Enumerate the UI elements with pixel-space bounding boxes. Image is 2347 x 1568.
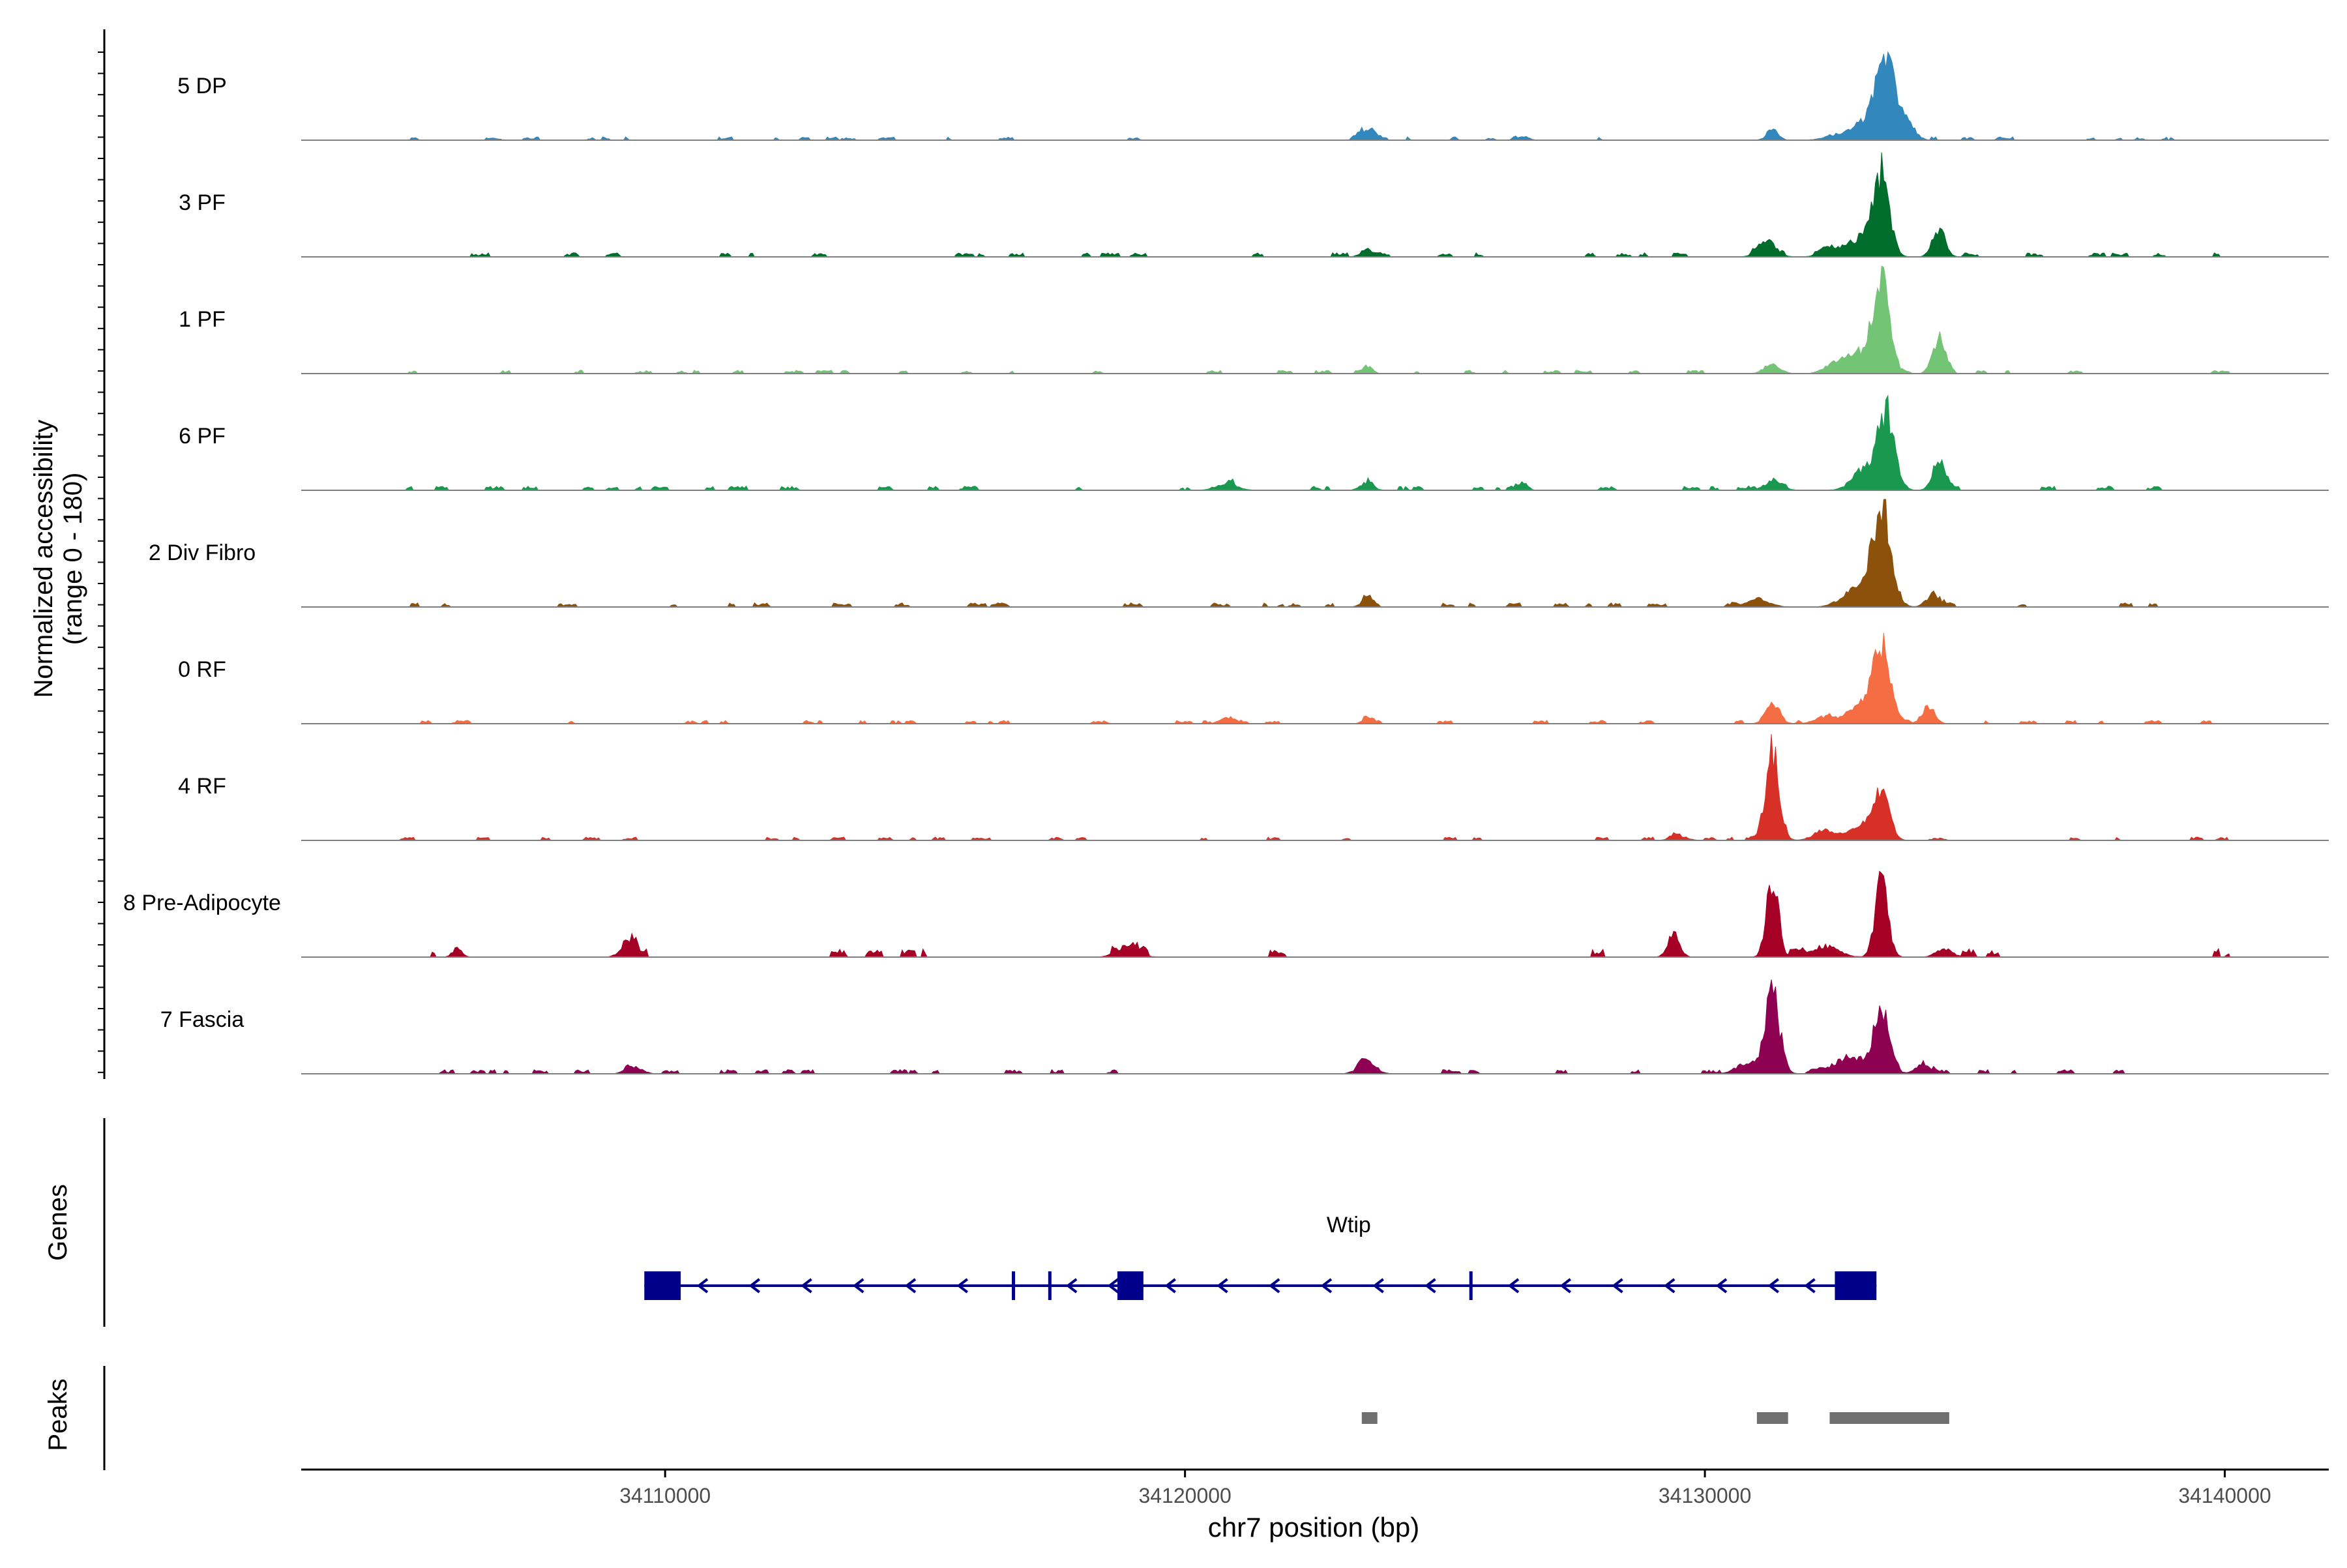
track-label: 0 RF: [178, 657, 226, 682]
track-label: 6 PF: [179, 424, 226, 449]
strand-arrow: [1424, 1278, 1436, 1294]
strand-arrow: [1320, 1278, 1333, 1294]
strand-arrow: [956, 1278, 968, 1294]
coverage-area: [394, 51, 2230, 141]
track-7: 4 RF: [178, 733, 2329, 841]
strand-arrow: [1767, 1278, 1779, 1294]
track-4: 6 PF: [179, 394, 2329, 492]
x-tick-label: 34140000: [2178, 1484, 2271, 1507]
coverage-area: [394, 632, 2230, 724]
strand-arrow: [1559, 1278, 1571, 1294]
coverage-area: [394, 870, 2231, 958]
strand-arrow: [1715, 1278, 1728, 1294]
x-tick-label: 34110000: [619, 1484, 711, 1507]
track-label: 7 Fascia: [160, 1007, 244, 1032]
x-axis-title: chr7 position (bp): [1208, 1512, 1420, 1543]
coverage-area: [394, 979, 2230, 1074]
gene-name: Wtip: [1327, 1213, 1371, 1237]
track-3: 1 PF: [179, 265, 2329, 374]
strand-arrow: [1268, 1278, 1280, 1294]
y-axis-title-line1: Normalized accessibility: [29, 420, 58, 698]
strand-arrow: [1612, 1278, 1623, 1294]
coverage-area: [394, 152, 2230, 258]
track-8: 8 Pre-Adipocyte: [123, 870, 2329, 958]
strand-arrow: [1217, 1278, 1228, 1294]
coverage-area: [394, 733, 2230, 841]
peak-region: [1829, 1412, 1949, 1424]
position-x-axis: 34110000 34120000 34130000 34140000: [301, 1468, 2329, 1507]
track-label: 1 PF: [179, 307, 226, 332]
y-axis-title-line2: (range 0 - 180): [59, 473, 87, 645]
track-1: 5 DP: [177, 51, 2329, 141]
strand-arrow: [904, 1278, 917, 1294]
strand-arrow: [1372, 1278, 1384, 1294]
strand-arrow: [1065, 1278, 1078, 1294]
peak-region: [1756, 1412, 1788, 1424]
strand-arrow: [1164, 1278, 1176, 1294]
genes-track: Wtip: [103, 1118, 1877, 1327]
gene-exon: [644, 1271, 681, 1300]
strand-arrow: [1507, 1278, 1520, 1294]
track-label: 3 PF: [179, 190, 226, 215]
strand-arrow: [696, 1278, 709, 1294]
track-2: 3 PF: [179, 152, 2329, 258]
peaks-track-label: Peaks: [44, 1378, 72, 1451]
strand-arrow: [801, 1278, 812, 1294]
strand-arrow: [852, 1278, 864, 1294]
coverage-area: [394, 394, 2230, 492]
gene-exon: [1117, 1271, 1144, 1300]
peak-region: [1361, 1412, 1378, 1424]
strand-arrow: [1804, 1278, 1816, 1294]
strand-arrow: [1107, 1278, 1119, 1294]
coverage-area: [394, 499, 2230, 608]
track-label: 8 Pre-Adipocyte: [123, 891, 281, 915]
strand-arrow: [748, 1278, 760, 1294]
peaks-track: [103, 1366, 1949, 1470]
x-tick-label: 34120000: [1138, 1484, 1231, 1507]
track-9: 7 Fascia: [160, 979, 2329, 1074]
coverage-tracks: 5 DP 3 PF 1 PF 6 PF 2 Div Fibro 0 RF 4 RF 8 Pre…: [123, 51, 2329, 1074]
strand-arrow: [1663, 1278, 1675, 1294]
track-label: 5 DP: [177, 74, 227, 98]
track-6: 0 RF: [178, 632, 2329, 724]
track-5: 2 Div Fibro: [149, 499, 2329, 608]
gene-exon: [1835, 1271, 1877, 1300]
track-label: 2 Div Fibro: [149, 540, 256, 565]
coverage-area: [394, 265, 2231, 374]
track-label: 4 RF: [178, 774, 226, 799]
accessibility-y-axis: [98, 29, 106, 1079]
x-tick-label: 34130000: [1659, 1484, 1751, 1507]
genes-track-label: Genes: [44, 1184, 72, 1261]
